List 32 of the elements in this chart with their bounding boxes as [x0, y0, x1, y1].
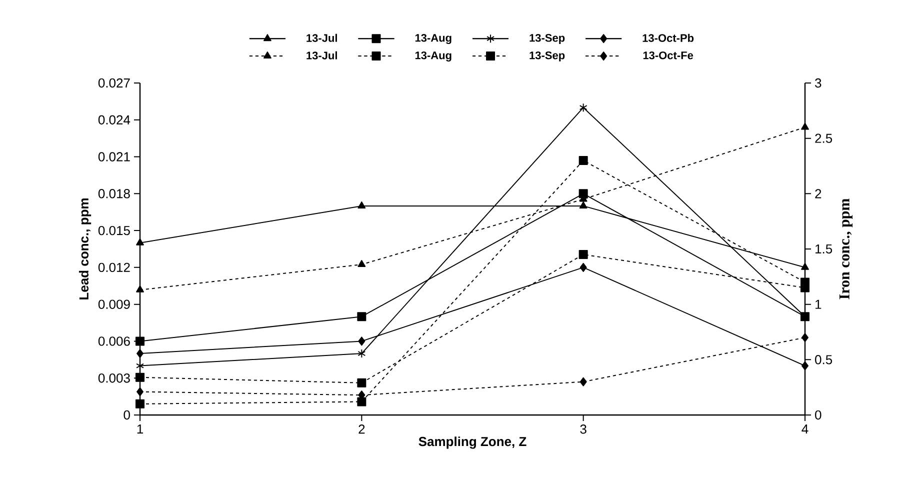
y-axis-title: Lead conc., ppm	[78, 198, 92, 300]
legend-label: 13-Jul	[306, 34, 337, 42]
y-tick-label: 0.015	[98, 226, 130, 236]
y2-tick-label: 3	[815, 78, 822, 88]
y-tick-label: 0.024	[98, 115, 130, 124]
legend-label: 13-Oct-Pb	[642, 34, 694, 42]
y-tick-label: 0.018	[98, 189, 130, 198]
y2-tick-label: 1.5	[816, 244, 832, 254]
y-tick-label: 0.012	[98, 262, 130, 272]
legend-label: 13-Jul	[306, 51, 337, 60]
y2-tick-label: 0.5	[815, 355, 832, 364]
legend-label: 13-Oct-Fe	[643, 51, 694, 60]
y-tick-label: 0.003	[98, 373, 130, 383]
y-tick-label: 0.021	[98, 152, 130, 162]
y-tick-label: 0.009	[98, 300, 130, 309]
legend-label: 13-Sep	[530, 34, 565, 44]
y-tick-label: 0.006	[98, 336, 130, 346]
x-axis-title: Sampling Zone, Z	[418, 436, 526, 449]
y2-tick-label: 1	[816, 300, 822, 309]
y2-tick-label: 0	[815, 410, 822, 420]
legend-label: 13-Sep	[530, 51, 565, 62]
x-tick-label: 1	[137, 424, 143, 434]
y2-axis-title: Iron conc., ppm	[839, 198, 852, 300]
x-tick-label: 3	[580, 424, 586, 434]
legend-label: 13-Aug	[415, 51, 452, 62]
y2-tick-label: 2.5	[815, 134, 832, 143]
y-tick-label: 0.027	[98, 78, 130, 88]
x-tick-label: 2	[358, 424, 365, 434]
y-tick-label: 0	[124, 410, 130, 420]
legend-label: 13-Aug	[415, 34, 452, 44]
x-tick-label: 4	[802, 424, 808, 434]
y2-tick-label: 2	[815, 189, 822, 198]
